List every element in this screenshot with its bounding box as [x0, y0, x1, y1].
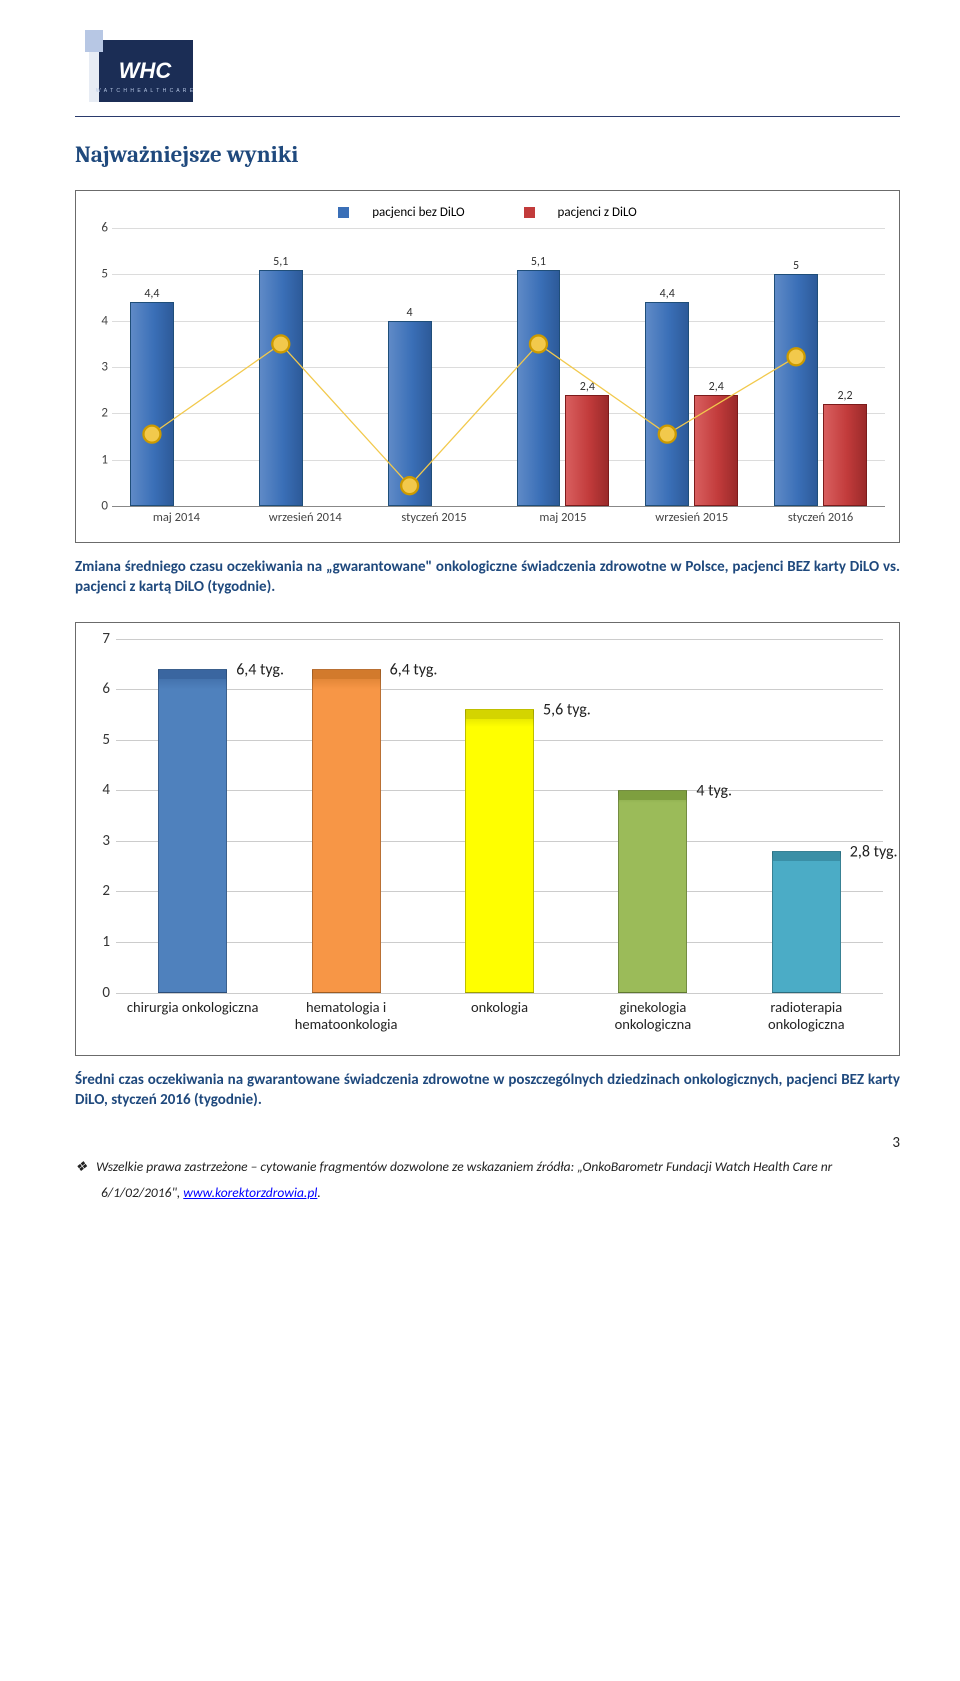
ytick: 6	[101, 221, 108, 236]
xtick-label: ginekologia onkologiczna	[580, 999, 726, 1034]
ytick: 5	[101, 267, 108, 282]
ytick: 3	[101, 360, 108, 375]
xtick-label: radioterapia onkologiczna	[733, 999, 879, 1034]
chart-dilo-comparison: pacjenci bez DiLO pacjenci z DiLO 012345…	[75, 190, 900, 543]
chart2-plot: 01234567 6,4 tyg.6,4 tyg.5,6 tyg.4 tyg.2…	[82, 639, 893, 1049]
chart1-yaxis: 0123456	[82, 228, 112, 506]
section-title: Najważniejsze wyniki	[75, 141, 900, 168]
bullet-icon: ❖	[75, 1154, 93, 1180]
ytick: 0	[102, 984, 110, 1002]
header-rule	[75, 116, 900, 117]
xtick-label: maj 2015	[539, 510, 586, 525]
svg-text:W A T C H H E A L T H C A R: W A T C H H E A L T H C A R E	[96, 88, 194, 94]
bar: 6,4 tyg.	[158, 669, 227, 993]
ytick: 0	[101, 499, 108, 514]
legend-swatch-red	[524, 207, 535, 218]
bar-red: 2,4	[565, 395, 609, 506]
bar-blue: 5,1	[517, 270, 561, 506]
caption-chart1: Zmiana średniego czasu oczekiwania na „g…	[75, 557, 900, 598]
footer-text-after: .	[317, 1184, 320, 1201]
bar-value-label: 5,6 tyg.	[543, 701, 591, 720]
bar-value-label: 4	[407, 306, 413, 320]
bar-blue: 4,4	[130, 302, 174, 506]
ytick: 3	[102, 832, 110, 850]
bar-top-shade	[619, 791, 686, 800]
ytick: 2	[102, 882, 110, 900]
page-number: 3	[75, 1134, 900, 1152]
bar-value-label: 2,4	[580, 380, 595, 394]
legend-item-bez: pacjenci bez DiLO	[324, 205, 478, 220]
xtick-label: styczeń 2015	[401, 510, 466, 525]
bar-value-label: 4,4	[144, 287, 159, 301]
bar-value-label: 6,4 tyg.	[236, 660, 284, 679]
ytick: 2	[101, 406, 108, 421]
ytick: 7	[102, 630, 110, 648]
bar-value-label: 2,4	[709, 380, 724, 394]
bar-value-label: 2,2	[837, 389, 852, 403]
xtick-label: onkologia	[427, 999, 573, 1016]
ytick: 5	[102, 731, 110, 749]
bar-top-shade	[313, 670, 380, 679]
bar-value-label: 6,4 tyg.	[390, 660, 438, 679]
bar-blue: 5,1	[259, 270, 303, 506]
legend-item-z: pacjenci z DiLO	[510, 205, 651, 220]
bar-top-shade	[466, 710, 533, 719]
chart1-legend: pacjenci bez DiLO pacjenci z DiLO	[82, 205, 893, 220]
ytick: 6	[102, 680, 110, 698]
bar-value-label: 5,1	[273, 255, 288, 269]
chart1-bars: 4,45,145,12,44,42,452,2	[112, 228, 885, 506]
footer-citation: ❖ Wszelkie prawa zastrzeżone – cytowanie…	[75, 1154, 900, 1205]
bar-value-label: 2,8 tyg.	[850, 842, 898, 861]
xtick-label: wrzesień 2015	[655, 510, 728, 525]
bar: 4 tyg.	[618, 790, 687, 992]
xtick-label: wrzesień 2014	[269, 510, 342, 525]
bar-top-shade	[159, 670, 226, 679]
caption-chart2: Średni czas oczekiwania na gwarantowane …	[75, 1070, 900, 1111]
whc-logo: WHC W A T C H H E A L T H C A R E	[75, 30, 205, 110]
xtick-label: hematologia i hematoonkologia	[273, 999, 419, 1034]
ytick: 1	[102, 933, 110, 951]
bar-blue: 4,4	[645, 302, 689, 506]
ytick: 4	[102, 781, 110, 799]
bar-red: 2,2	[823, 404, 867, 506]
bar: 2,8 tyg.	[772, 851, 841, 993]
bar-blue: 5	[774, 274, 818, 506]
footer-link[interactable]: www.korektorzdrowia.pl	[183, 1184, 317, 1201]
chart2-xlabels: chirurgia onkologiczna hematologia i hema…	[116, 993, 883, 1049]
legend-swatch-blue	[338, 207, 349, 218]
xtick-label: maj 2014	[153, 510, 200, 525]
bar: 6,4 tyg.	[312, 669, 381, 993]
xtick-label: chirurgia onkologiczna	[120, 999, 266, 1016]
chart2-bars: 6,4 tyg. 6,4 tyg. 5,6 tyg. 4 tyg. 2,8 tyg.	[116, 639, 883, 993]
xtick-label: styczeń 2016	[788, 510, 853, 525]
chart2-yaxis: 01234567	[82, 639, 116, 993]
ytick: 4	[101, 313, 108, 328]
legend-label-bez: pacjenci bez DiLO	[372, 205, 464, 220]
bar-top-shade	[773, 852, 840, 861]
chart1-plot: 0123456 4,45,145,12,44,42,452,2 maj 2014…	[82, 228, 893, 536]
bar-blue: 4	[388, 321, 432, 506]
bar-red: 2,4	[694, 395, 738, 506]
bar-value-label: 5,1	[531, 255, 546, 269]
chart1-xlabels: maj 2014 wrzesień 2014 styczeń 2015 maj 201…	[112, 506, 885, 536]
bar-value-label: 4 tyg.	[696, 782, 732, 801]
legend-label-z: pacjenci z DiLO	[558, 205, 637, 220]
svg-text:WHC: WHC	[119, 58, 173, 83]
ytick: 1	[101, 452, 108, 467]
bar: 5,6 tyg.	[465, 709, 534, 992]
bar-value-label: 5	[793, 259, 799, 273]
bar-value-label: 4,4	[660, 287, 675, 301]
chart-fields-wait: 0 1 2 3 4 5 6 7 6,4 tyg. 6,4 tyg. 5,6 tyg. 4 tyg. 2…	[75, 622, 900, 1056]
